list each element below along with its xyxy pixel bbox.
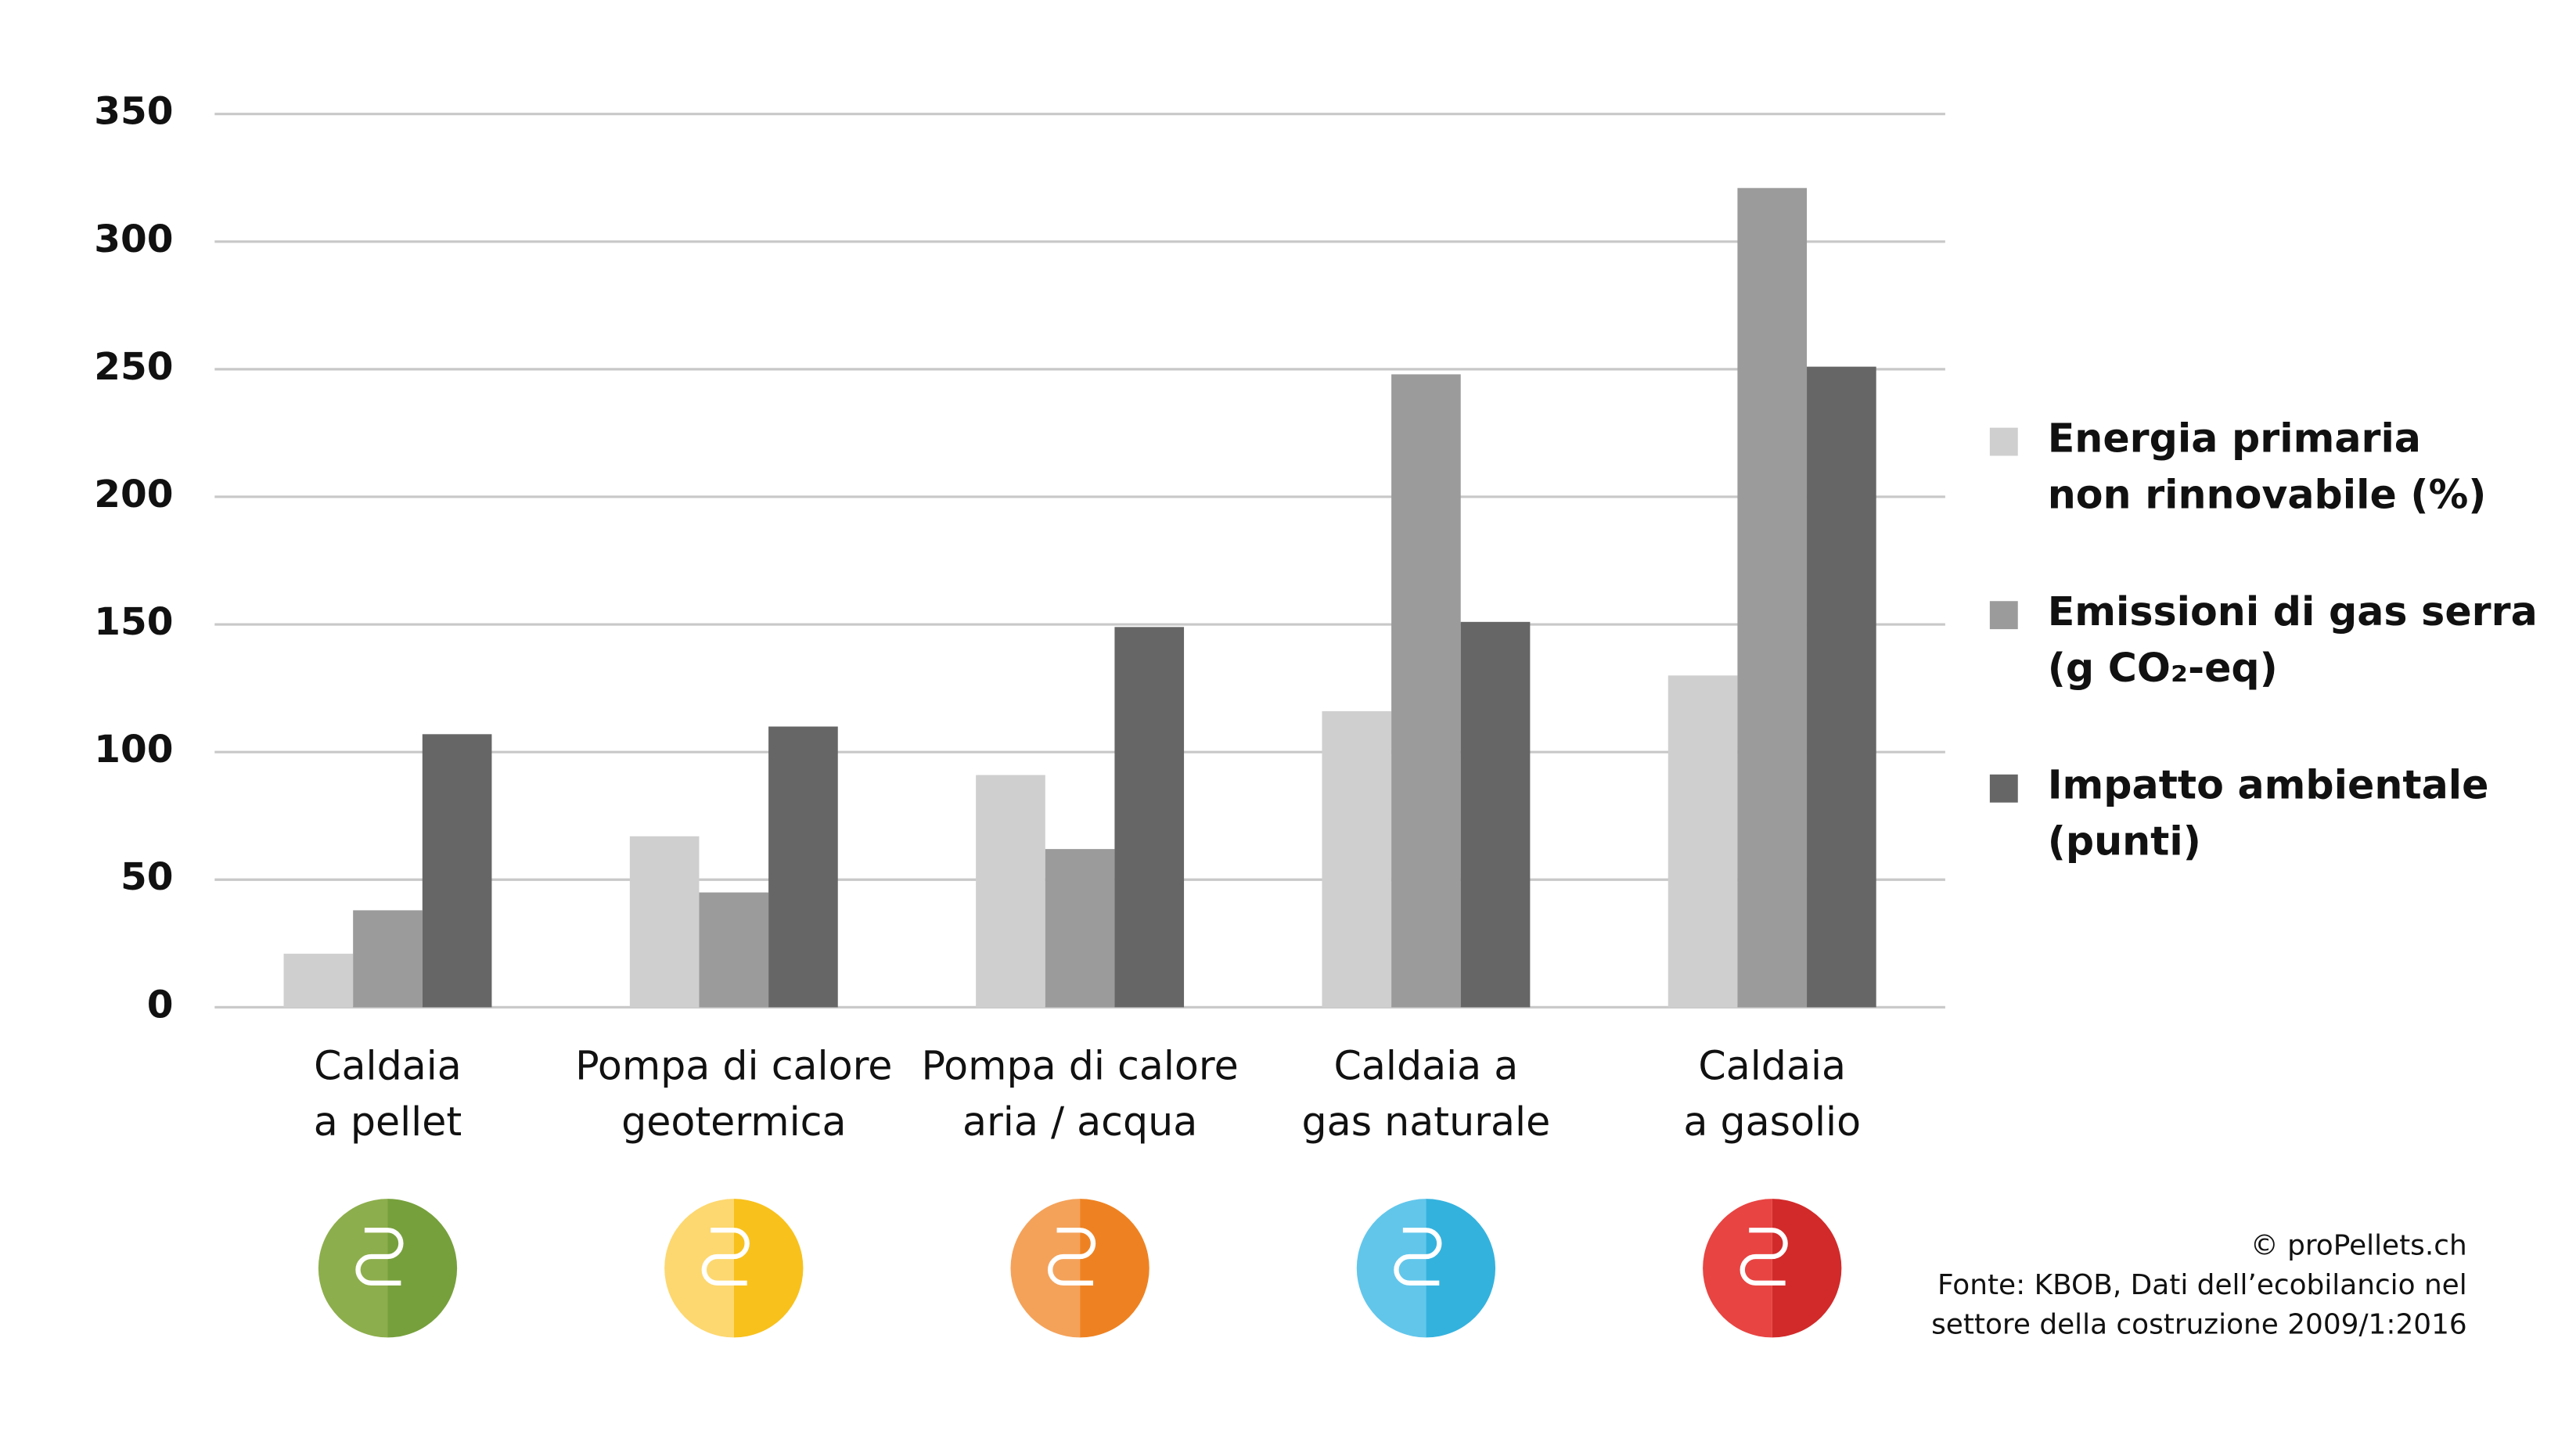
icon-half xyxy=(1772,1199,1842,1338)
icon-glyph xyxy=(1047,1228,1096,1286)
icon-half xyxy=(387,1199,458,1338)
legend-label: Impatto ambientale (punti) xyxy=(2048,761,2489,864)
bar xyxy=(283,953,354,1008)
bar xyxy=(976,775,1045,1008)
x-tick-label: Pompa di calore aria / acqua xyxy=(921,1042,1238,1145)
legend-swatch xyxy=(1989,601,2018,630)
icon-half xyxy=(664,1199,734,1338)
legend-label: Energia primaria non rinnovabile (%) xyxy=(2048,415,2487,517)
bar xyxy=(1668,675,1738,1008)
y-tick-label: 150 xyxy=(94,600,173,644)
y-tick-label: 50 xyxy=(121,855,174,899)
y-tick-label: 200 xyxy=(94,473,173,516)
icon-glyph xyxy=(1394,1228,1442,1286)
category-icon xyxy=(1010,1199,1149,1338)
bar xyxy=(1322,710,1392,1008)
bar xyxy=(1737,188,1808,1008)
icon-glyph xyxy=(701,1228,750,1286)
category-icon xyxy=(318,1199,458,1338)
icon-glyph xyxy=(1740,1228,1788,1286)
legend-swatch xyxy=(1989,427,2018,456)
icon-half xyxy=(1356,1199,1427,1338)
source-note: settore della costruzione 2009/1:2016 xyxy=(1931,1309,2467,1341)
x-tick-label: Pompa di calore geotermica xyxy=(575,1042,892,1145)
source-note: Fonte: KBOB, Dati dell’ecobilancio nel xyxy=(1937,1269,2467,1301)
bar xyxy=(1460,621,1531,1008)
y-tick-label: 250 xyxy=(94,345,173,389)
icon-half xyxy=(1426,1199,1496,1338)
bar xyxy=(1045,849,1115,1008)
icon-half xyxy=(733,1199,804,1338)
icon-half xyxy=(1703,1199,1772,1338)
bar xyxy=(1807,366,1876,1008)
y-tick-label: 300 xyxy=(94,218,173,261)
source-note: © proPellets.ch xyxy=(2250,1229,2467,1261)
bar xyxy=(1114,627,1185,1008)
y-tick-label: 100 xyxy=(94,728,173,771)
category-icon xyxy=(1356,1199,1496,1338)
icon-glyph xyxy=(355,1228,404,1286)
x-tick-label: Caldaia a pellet xyxy=(314,1042,462,1145)
bar xyxy=(629,836,700,1008)
icon-half xyxy=(318,1199,388,1338)
legend-swatch xyxy=(1989,774,2018,803)
bar xyxy=(768,726,838,1008)
y-tick-label: 350 xyxy=(94,90,173,134)
icon-half xyxy=(1010,1199,1081,1338)
bar xyxy=(353,910,423,1008)
category-icon xyxy=(664,1199,804,1338)
legend-label: Emissioni di gas serra (g CO₂-eq) xyxy=(2048,588,2538,691)
category-icon xyxy=(1703,1199,1842,1338)
icon-half xyxy=(1080,1199,1149,1338)
bar xyxy=(1391,374,1461,1008)
bar xyxy=(699,892,769,1008)
x-tick-label: Caldaia a gasolio xyxy=(1683,1042,1861,1145)
y-tick-label: 0 xyxy=(147,983,174,1027)
bar xyxy=(422,734,492,1008)
x-tick-label: Caldaia a gas naturale xyxy=(1302,1042,1551,1145)
